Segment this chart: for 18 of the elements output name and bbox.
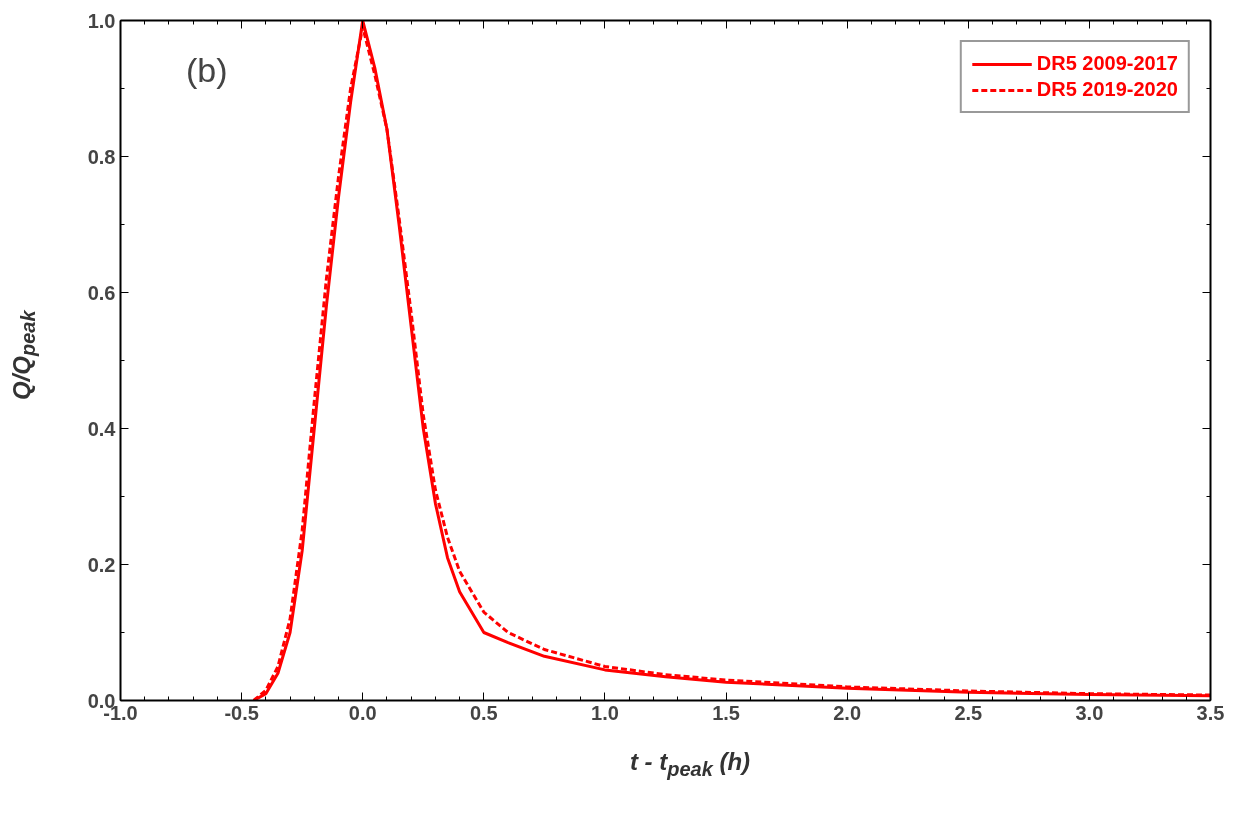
x-tick-label: -0.5 <box>224 701 259 724</box>
y-tick-label: 0.2 <box>87 553 116 576</box>
x-tick-label: 1.5 <box>712 701 740 724</box>
x-tick-label: 0.0 <box>348 701 377 724</box>
annotation: (b) <box>185 50 228 89</box>
legend-label: DR5 2009-2017 <box>1036 52 1178 75</box>
y-tick-label: 0.6 <box>87 281 116 304</box>
y-tick-label: 1.0 <box>87 9 116 32</box>
y-tick-label: 0.4 <box>87 417 117 440</box>
x-tick-label: 3.0 <box>1075 701 1104 724</box>
x-tick-label: 3.5 <box>1196 701 1225 724</box>
x-tick-label: 1.0 <box>591 701 619 724</box>
x-tick-label: 2.5 <box>954 701 983 724</box>
x-axis-title: t - t$_{peak}$ (h) <box>629 747 751 782</box>
legend-label: DR5 2019-2020 <box>1036 78 1178 101</box>
x-tick-label: 0.5 <box>469 701 498 724</box>
x-tick-label: 2.0 <box>833 701 862 724</box>
y-tick-label: 0.8 <box>87 145 116 168</box>
